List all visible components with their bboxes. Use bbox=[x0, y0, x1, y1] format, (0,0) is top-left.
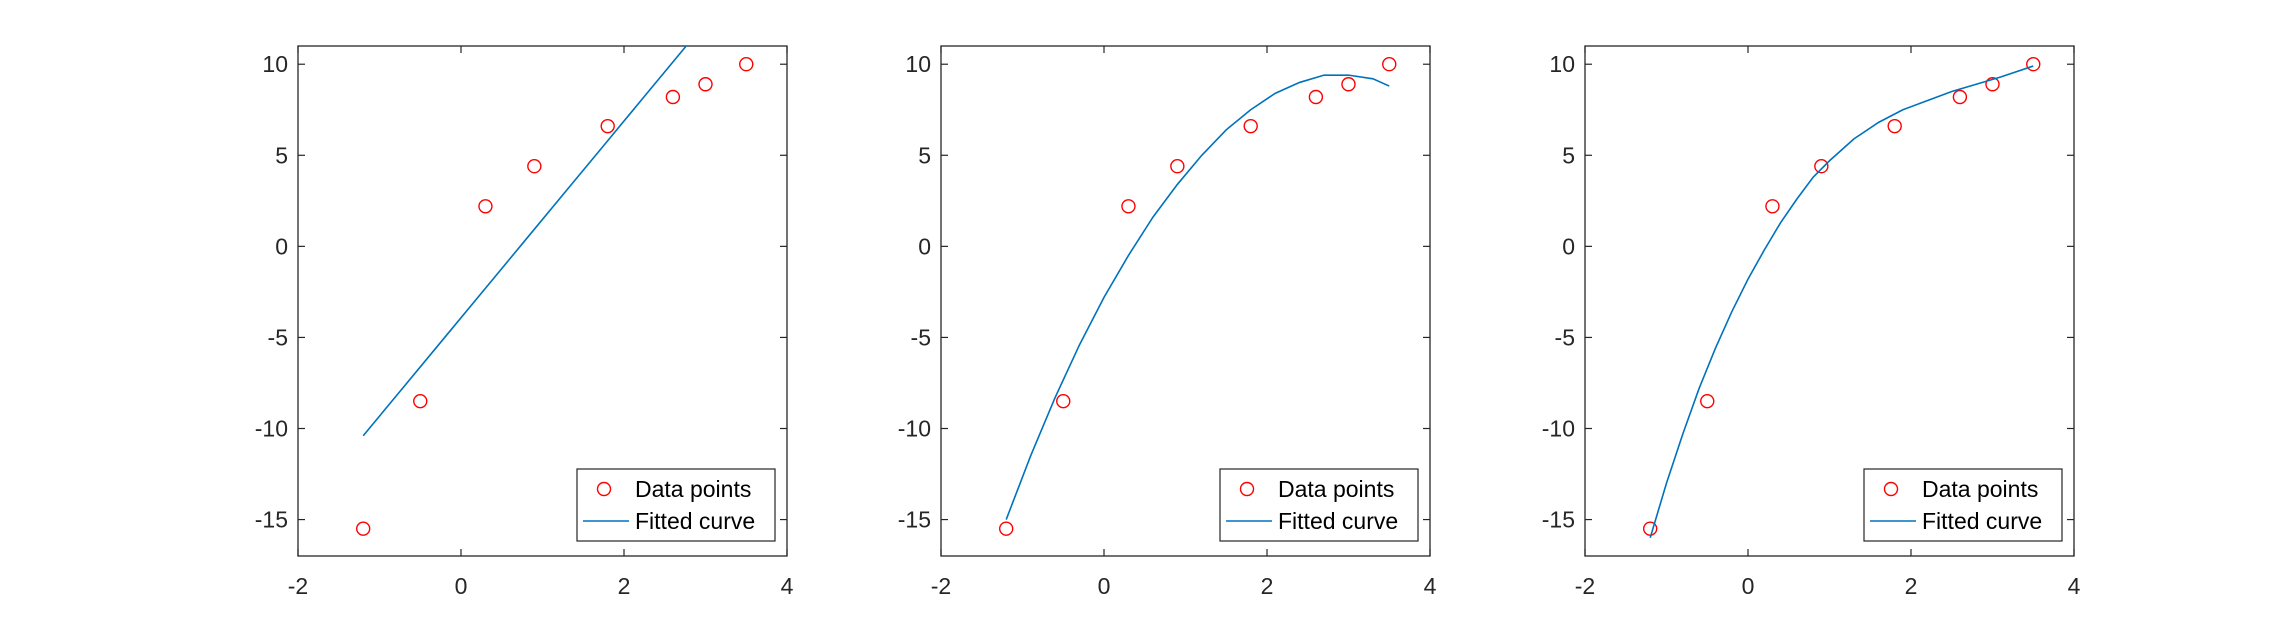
data-point-marker bbox=[1765, 199, 1780, 214]
y-tick-label: 10 bbox=[905, 51, 931, 77]
data-point-marker bbox=[1985, 77, 2000, 92]
data-point-marker bbox=[1814, 159, 1829, 174]
y-tick-label: 0 bbox=[918, 233, 931, 259]
chart-panel-2: -2 0 2 4 -15 -10 -5 0 5 10 Data points Fitted curve bbox=[898, 45, 1437, 599]
legend-label-fitted-curve: Fitted curve bbox=[1922, 508, 2042, 534]
chart-panel-3: -2 0 2 4 -15 -10 -5 0 5 10 Data points Fitted curve bbox=[1542, 45, 2081, 599]
y-tick-label: -10 bbox=[1542, 416, 1575, 442]
data-point-marker bbox=[739, 57, 754, 72]
legend: Data points Fitted curve bbox=[576, 468, 776, 542]
data-point-marker bbox=[1700, 393, 1715, 409]
data-point-marker bbox=[478, 199, 493, 214]
y-tick-label: -5 bbox=[1555, 324, 1575, 350]
data-point-marker bbox=[1170, 159, 1185, 174]
y-tick-label: -10 bbox=[255, 416, 288, 442]
y-tick-label: 5 bbox=[275, 142, 288, 168]
data-point-marker bbox=[999, 521, 1014, 536]
data-point-marker bbox=[1952, 89, 1968, 105]
legend-label-fitted-curve: Fitted curve bbox=[635, 508, 755, 534]
data-point-marker bbox=[1341, 77, 1356, 92]
x-tick-label: -2 bbox=[1575, 573, 1595, 599]
y-tick-label: 5 bbox=[918, 142, 931, 168]
legend-label-fitted-curve: Fitted curve bbox=[1278, 508, 1398, 534]
data-point-marker bbox=[1056, 393, 1071, 409]
y-tick-label: 10 bbox=[1549, 51, 1575, 77]
fitted-curve-line bbox=[1649, 65, 2034, 539]
y-tick-label: -15 bbox=[1542, 507, 1575, 533]
data-point-marker bbox=[1382, 57, 1397, 72]
legend-box bbox=[1219, 468, 1419, 542]
data-point-marker bbox=[665, 89, 681, 105]
fitted-curve-line bbox=[362, 46, 688, 437]
x-tick-label: 0 bbox=[455, 573, 468, 599]
data-point-marker bbox=[1308, 89, 1324, 105]
y-tick-label: -15 bbox=[898, 507, 931, 533]
y-tick-label: -15 bbox=[255, 507, 288, 533]
x-tick-label: 2 bbox=[1261, 573, 1274, 599]
x-tick-label: 4 bbox=[2068, 573, 2081, 599]
x-tick-label: 2 bbox=[1905, 573, 1918, 599]
data-point-marker bbox=[600, 118, 615, 134]
x-tick-label: 0 bbox=[1098, 573, 1111, 599]
legend-label-data-points: Data points bbox=[635, 476, 751, 502]
chart-panel-1: -2 0 2 4 -15 -10 -5 0 5 10 Data points Fitted curve bbox=[255, 45, 794, 599]
legend: Data points Fitted curve bbox=[1219, 468, 1419, 542]
legend-marker-icon bbox=[1883, 481, 1899, 497]
x-tick-label: -2 bbox=[931, 573, 951, 599]
x-tick-label: 4 bbox=[781, 573, 794, 599]
y-tick-label: 10 bbox=[262, 51, 288, 77]
y-tick-label: 0 bbox=[275, 233, 288, 259]
data-point-marker bbox=[356, 521, 371, 536]
data-point-marker bbox=[2026, 57, 2041, 72]
y-tick-label: -5 bbox=[268, 324, 288, 350]
x-tick-label: -2 bbox=[288, 573, 308, 599]
y-tick-label: 0 bbox=[1562, 233, 1575, 259]
data-point-marker bbox=[1243, 118, 1258, 134]
legend-box bbox=[576, 468, 776, 542]
x-tick-label: 0 bbox=[1742, 573, 1755, 599]
y-tick-label: -5 bbox=[911, 324, 931, 350]
data-point-marker bbox=[1887, 118, 1902, 134]
legend: Data points Fitted curve bbox=[1863, 468, 2063, 542]
legend-marker-icon bbox=[596, 481, 612, 497]
x-tick-label: 2 bbox=[618, 573, 631, 599]
data-point-marker bbox=[1121, 199, 1136, 214]
legend-marker-icon bbox=[1239, 481, 1255, 497]
legend-label-data-points: Data points bbox=[1278, 476, 1394, 502]
legend-box bbox=[1863, 468, 2063, 542]
y-tick-label: 5 bbox=[1562, 142, 1575, 168]
fitted-curve-line bbox=[1005, 74, 1390, 520]
data-point-marker bbox=[413, 393, 428, 409]
y-tick-label: -10 bbox=[898, 416, 931, 442]
data-point-marker bbox=[527, 159, 542, 174]
data-point-marker bbox=[698, 77, 713, 92]
x-tick-label: 4 bbox=[1424, 573, 1437, 599]
legend-label-data-points: Data points bbox=[1922, 476, 2038, 502]
